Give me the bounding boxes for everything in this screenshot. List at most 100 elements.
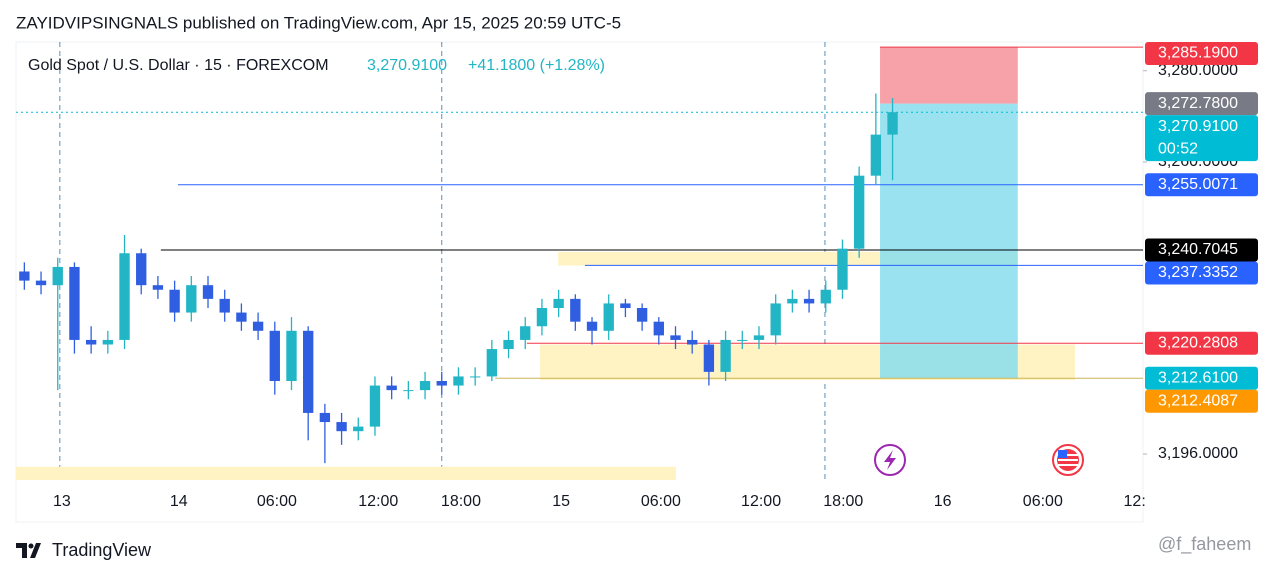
candle-body <box>853 175 865 249</box>
candle-body <box>653 321 664 336</box>
candle-body <box>553 298 564 308</box>
candle-body <box>570 298 581 322</box>
x-tick-label: 12:00 <box>741 493 781 510</box>
candle-body <box>303 330 314 413</box>
candle-body <box>186 285 197 313</box>
candle-body <box>119 253 130 340</box>
candle-body <box>353 426 364 432</box>
candle-body <box>136 253 147 286</box>
candle-body <box>887 112 898 135</box>
y-tick-label: 3,196.0000 <box>1158 445 1238 462</box>
price-label: 3,237.3352 <box>1158 264 1238 281</box>
price-label: 3,212.4087 <box>1158 392 1238 409</box>
price-change: +41.1800 (+1.28%) <box>468 57 605 74</box>
economic-event-icon[interactable] <box>1052 444 1084 476</box>
candle-body <box>319 412 331 423</box>
candle-body <box>520 326 531 340</box>
plot <box>16 42 1143 480</box>
price-label: 3,285.1900 <box>1158 45 1238 62</box>
price-label-box <box>1145 261 1258 285</box>
logo-dot <box>28 543 34 549</box>
candle-body <box>403 390 414 392</box>
candle-body <box>737 339 748 341</box>
logo-mark <box>16 543 41 558</box>
price-label-box <box>1145 173 1258 197</box>
candle-body <box>286 330 297 381</box>
price-label: 3,240.7045 <box>1158 241 1238 258</box>
candle-body <box>720 339 731 372</box>
candle-body <box>753 335 765 340</box>
y-tick-label: 3,280.0000 <box>1158 62 1238 79</box>
last-price: 3,270.9100 <box>367 57 447 74</box>
published-line: ZAYIDVIPSINGNALS published on TradingVie… <box>16 13 621 32</box>
candle-body <box>453 376 464 386</box>
candle-body <box>269 330 280 381</box>
x-tick-label: 18:00 <box>441 493 481 510</box>
candle-body <box>620 303 631 308</box>
lightning <box>884 450 896 470</box>
x-tick-label: 12:00 <box>358 493 398 510</box>
candle-body <box>35 280 47 286</box>
candle-body <box>219 298 230 313</box>
x-tick-label: 06:00 <box>641 493 681 510</box>
price-label-box <box>1145 115 1258 162</box>
x-tick-label: 14 <box>170 493 188 510</box>
x-tick-label: 06:00 <box>257 493 297 510</box>
stop-zone <box>880 47 1018 104</box>
candle-body <box>770 303 781 336</box>
watermark: @f_faheem <box>1158 534 1251 555</box>
candle-body <box>102 339 114 345</box>
candle-body <box>19 271 30 281</box>
price-label-box <box>1145 366 1258 390</box>
brand-name: TradingView <box>52 540 152 560</box>
candle-body <box>687 339 698 345</box>
candle-body <box>486 349 498 377</box>
price-label-box <box>1145 92 1258 116</box>
x-tick-label: 16 <box>934 493 952 510</box>
x-tick-label: 15 <box>552 493 570 510</box>
price-label-box <box>1145 331 1258 355</box>
candle-body <box>870 134 882 176</box>
candle-body <box>202 285 214 299</box>
candle-body <box>236 312 247 322</box>
price-label-box <box>1145 238 1258 262</box>
flag-canton <box>1058 450 1067 458</box>
price-label: 3,270.9100 <box>1158 118 1238 135</box>
brand-logo <box>16 543 41 558</box>
x-tick-label: 06:00 <box>1023 493 1063 510</box>
plot-frame <box>15 41 1144 523</box>
price-label: 3,212.6100 <box>1158 369 1238 386</box>
candle-body <box>369 385 381 427</box>
candle-body <box>469 376 481 378</box>
candle-body <box>169 289 180 313</box>
candle-body <box>336 422 347 432</box>
candle-body <box>85 339 97 345</box>
candle-body <box>52 266 63 286</box>
candle-body <box>803 298 815 304</box>
price-label-box <box>1145 389 1258 413</box>
candle-body <box>703 344 715 372</box>
candle-body <box>152 285 164 290</box>
price-label-box <box>1145 42 1258 65</box>
event-icon[interactable] <box>874 444 906 476</box>
candle-body <box>586 321 598 331</box>
x-tick-label: 18:00 <box>823 493 863 510</box>
candle-body <box>603 303 614 331</box>
target-zone <box>880 103 1018 379</box>
x-tick-label: 12: <box>1124 493 1146 510</box>
countdown: 00:52 <box>1158 140 1198 157</box>
candle-body <box>837 248 848 290</box>
symbol-title: Gold Spot / U.S. Dollar · 15 · FOREXCOM <box>28 57 329 74</box>
candle-body <box>419 380 431 391</box>
candle-body <box>636 307 648 322</box>
candle-body <box>787 298 798 304</box>
candle-body <box>503 339 514 350</box>
candle-body <box>386 385 397 391</box>
candle-body <box>670 335 681 340</box>
candle-body <box>252 321 264 331</box>
price-label: 3,272.7800 <box>1158 95 1238 112</box>
candle-body <box>536 307 548 327</box>
price-label: 3,255.0071 <box>1158 176 1238 193</box>
